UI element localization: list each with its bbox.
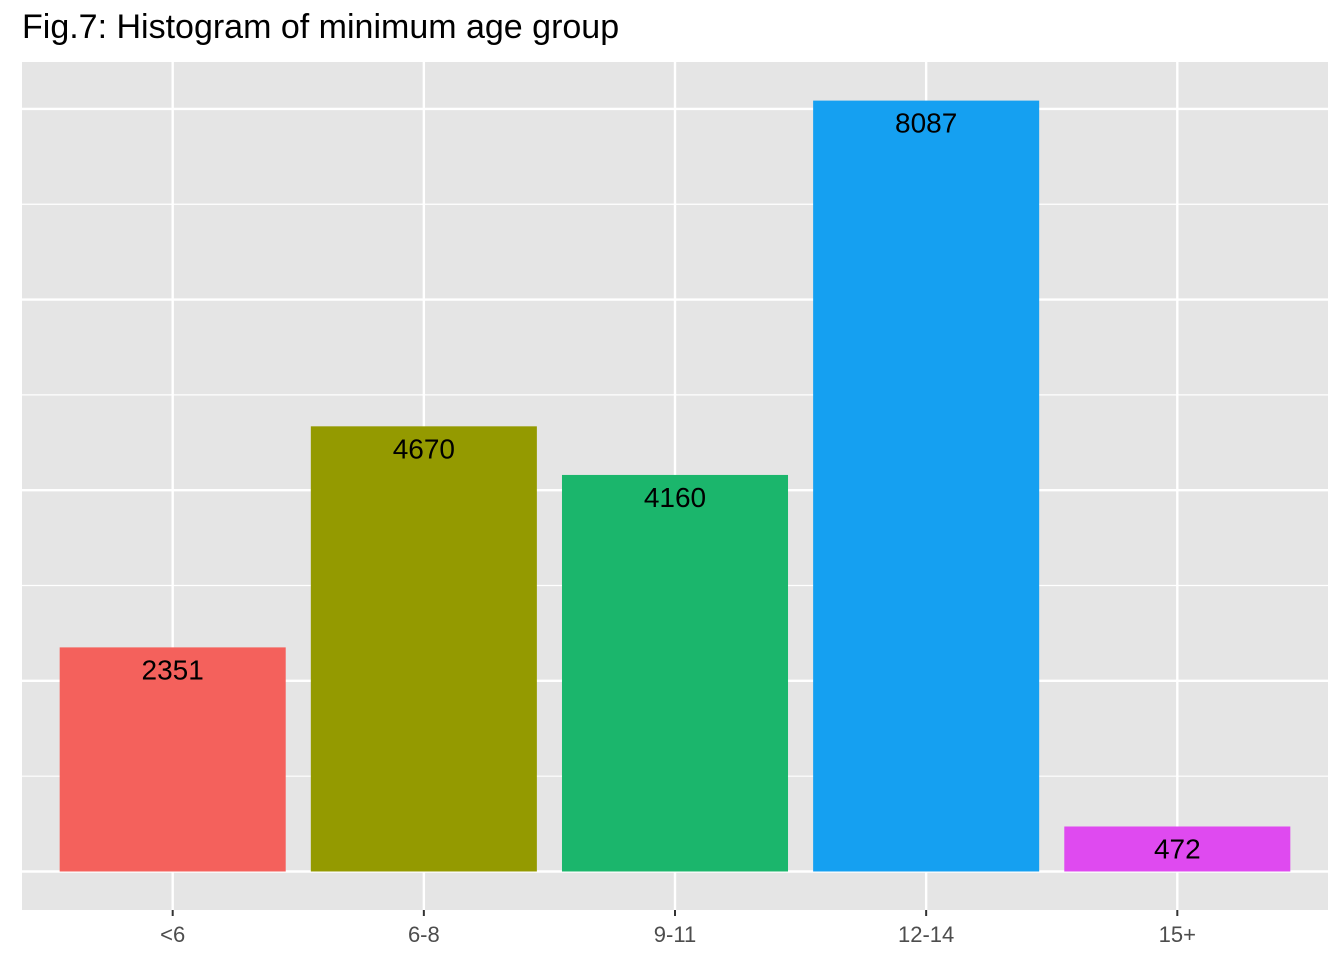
bar-3 <box>813 100 1040 872</box>
data-label-3: 8087 <box>895 108 957 139</box>
x-tick-label-1: 6-8 <box>408 922 440 947</box>
x-tick-label-0: <6 <box>160 922 185 947</box>
data-label-1: 4670 <box>393 433 455 464</box>
x-tick-label-4: 15+ <box>1159 922 1196 947</box>
data-labels-group: 2351 4670 4160 8087 472 <box>142 108 1201 865</box>
chart-title: Fig.7: Histogram of minimum age group <box>22 8 620 46</box>
x-tick-label-3: 12-14 <box>898 922 954 947</box>
bars-group <box>59 100 1291 872</box>
x-tick-label-2: 9-11 <box>654 922 696 947</box>
data-label-2: 4160 <box>644 482 706 513</box>
bar-1 <box>310 426 537 872</box>
bar-0 <box>59 647 286 872</box>
data-label-0: 2351 <box>142 654 204 685</box>
bar-2 <box>561 474 789 872</box>
data-label-4: 472 <box>1154 833 1201 864</box>
x-axis-ticks: <6 6-8 9-11 12-14 15+ <box>160 910 1196 947</box>
bar-4 <box>1064 826 1291 872</box>
